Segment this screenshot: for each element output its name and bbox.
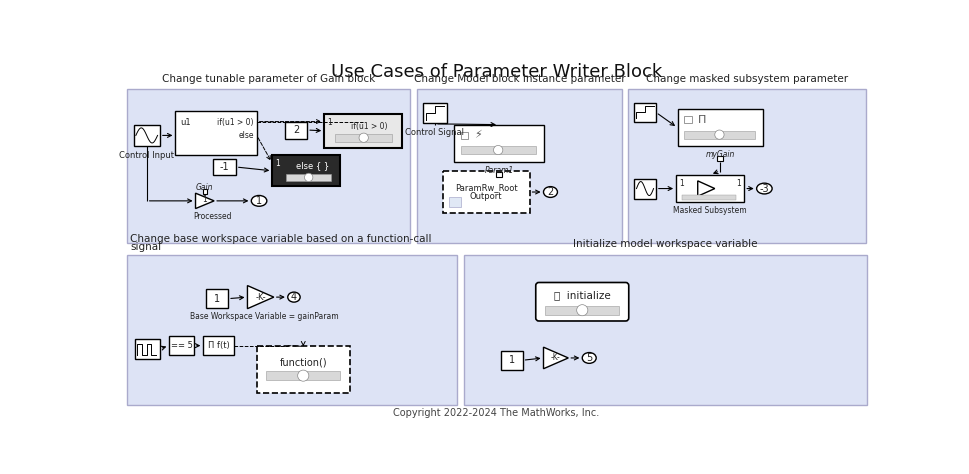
Text: -K-: -K-: [551, 354, 561, 363]
Text: 2: 2: [294, 125, 299, 135]
Text: 1: 1: [736, 179, 741, 188]
Text: Initialize model workspace variable: Initialize model workspace variable: [573, 239, 758, 249]
FancyBboxPatch shape: [449, 197, 461, 207]
FancyBboxPatch shape: [170, 337, 194, 355]
FancyBboxPatch shape: [418, 89, 622, 243]
FancyBboxPatch shape: [684, 116, 692, 123]
FancyBboxPatch shape: [335, 134, 392, 142]
Text: Outport: Outport: [470, 192, 502, 201]
FancyBboxPatch shape: [272, 155, 340, 186]
Text: 1: 1: [679, 179, 684, 188]
Text: == 5: == 5: [171, 341, 193, 350]
Text: ParamRw_Root: ParamRw_Root: [454, 183, 517, 192]
Text: 1: 1: [203, 195, 207, 204]
Text: Control Signal: Control Signal: [405, 128, 464, 137]
Text: u1: u1: [180, 118, 191, 127]
Text: Base Workspace Variable = gainParam: Base Workspace Variable = gainParam: [190, 312, 339, 321]
FancyBboxPatch shape: [127, 255, 456, 405]
Text: 2: 2: [547, 187, 553, 197]
FancyBboxPatch shape: [501, 351, 522, 370]
Text: Π f(t): Π f(t): [208, 341, 230, 350]
Text: 1: 1: [328, 118, 332, 128]
Text: 1: 1: [509, 355, 515, 365]
Text: ⚡: ⚡: [475, 130, 483, 140]
FancyBboxPatch shape: [634, 179, 656, 199]
Text: Π: Π: [698, 115, 706, 125]
Ellipse shape: [493, 146, 503, 155]
Ellipse shape: [251, 195, 266, 206]
Text: -K-: -K-: [255, 292, 266, 301]
FancyBboxPatch shape: [203, 337, 234, 355]
FancyBboxPatch shape: [460, 146, 536, 154]
Text: Copyright 2022-2024 The MathWorks, Inc.: Copyright 2022-2024 The MathWorks, Inc.: [393, 408, 600, 418]
FancyBboxPatch shape: [464, 255, 866, 405]
FancyBboxPatch shape: [454, 125, 544, 162]
FancyBboxPatch shape: [266, 371, 340, 380]
Polygon shape: [247, 285, 274, 309]
FancyBboxPatch shape: [134, 125, 160, 146]
Ellipse shape: [757, 183, 772, 194]
FancyBboxPatch shape: [460, 132, 468, 138]
Text: -3: -3: [760, 183, 769, 193]
Text: Gain: Gain: [196, 182, 213, 191]
Text: Change tunable parameter of Gain block: Change tunable parameter of Gain block: [162, 74, 375, 84]
Ellipse shape: [544, 187, 557, 197]
FancyBboxPatch shape: [257, 346, 350, 392]
FancyBboxPatch shape: [676, 175, 744, 202]
Ellipse shape: [288, 292, 300, 302]
Text: Control Input: Control Input: [119, 151, 174, 160]
Text: 5: 5: [586, 353, 592, 363]
Text: if(u1 > 0): if(u1 > 0): [351, 121, 388, 130]
FancyBboxPatch shape: [443, 171, 529, 213]
Text: 1: 1: [256, 196, 263, 206]
Polygon shape: [544, 347, 568, 369]
Polygon shape: [196, 193, 214, 209]
FancyBboxPatch shape: [206, 290, 228, 308]
FancyBboxPatch shape: [175, 111, 257, 155]
Text: Processed: Processed: [194, 212, 232, 221]
Text: else: else: [238, 131, 254, 140]
FancyBboxPatch shape: [677, 109, 763, 146]
Text: myGain: myGain: [705, 150, 735, 159]
Text: Change Model block instance parameter: Change Model block instance parameter: [414, 74, 625, 84]
FancyBboxPatch shape: [634, 103, 656, 121]
FancyBboxPatch shape: [127, 89, 410, 243]
Ellipse shape: [577, 305, 588, 316]
Ellipse shape: [297, 370, 309, 381]
Text: 1: 1: [214, 294, 220, 304]
FancyBboxPatch shape: [684, 131, 755, 138]
Text: 4: 4: [291, 292, 297, 302]
Text: signal: signal: [131, 243, 162, 253]
Text: Change base workspace variable based on a function-call: Change base workspace variable based on …: [131, 234, 432, 244]
Ellipse shape: [359, 133, 368, 142]
FancyBboxPatch shape: [423, 103, 447, 123]
Text: if(u1 > 0): if(u1 > 0): [217, 118, 254, 127]
FancyBboxPatch shape: [325, 114, 402, 148]
Text: Param1: Param1: [484, 166, 514, 175]
Text: ⏻  initialize: ⏻ initialize: [554, 291, 610, 301]
FancyBboxPatch shape: [536, 283, 629, 321]
Ellipse shape: [304, 173, 313, 182]
Text: -1: -1: [219, 162, 229, 172]
FancyBboxPatch shape: [682, 195, 736, 200]
Text: function(): function(): [279, 358, 328, 368]
Ellipse shape: [715, 130, 724, 139]
FancyBboxPatch shape: [212, 158, 235, 175]
Text: Change masked subsystem parameter: Change masked subsystem parameter: [646, 74, 848, 84]
FancyBboxPatch shape: [545, 306, 619, 315]
Polygon shape: [698, 181, 715, 196]
FancyBboxPatch shape: [286, 174, 331, 181]
FancyBboxPatch shape: [286, 121, 307, 138]
Ellipse shape: [582, 353, 596, 364]
Text: Masked Subsystem: Masked Subsystem: [673, 206, 747, 215]
Text: else { }: else { }: [296, 162, 329, 171]
Text: 1: 1: [275, 159, 280, 168]
Text: Use Cases of Parameter Writer Block: Use Cases of Parameter Writer Block: [330, 64, 662, 81]
FancyBboxPatch shape: [135, 339, 160, 359]
FancyBboxPatch shape: [628, 89, 866, 243]
